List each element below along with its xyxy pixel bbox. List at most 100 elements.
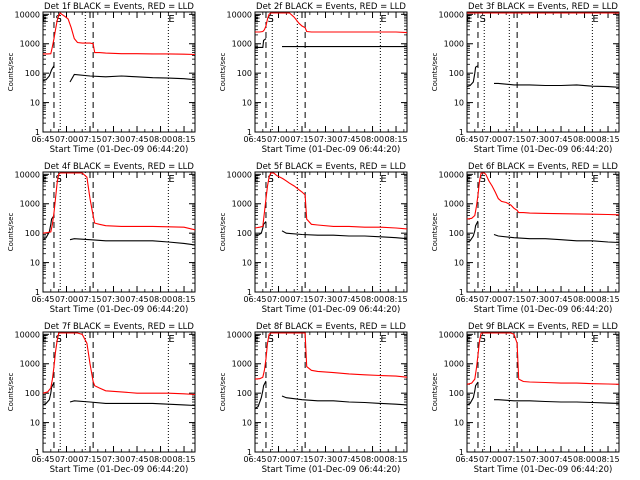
marker-letter-e: E <box>42 14 48 25</box>
y-axis-label: Counts/sec <box>219 213 227 252</box>
marker-letter-e: E <box>168 174 174 185</box>
x-tick-label: 07:30 <box>314 295 337 304</box>
x-axis-label: Start Time (01-Dec-09 06:44:20) <box>50 145 189 155</box>
x-tick-label: 08:00 <box>149 135 172 144</box>
y-tick-label: 10000 <box>227 10 252 19</box>
x-axis-label: Start Time (01-Dec-09 06:44:20) <box>262 305 401 315</box>
marker-letter-e: E <box>254 174 260 185</box>
y-tick-label: 10 <box>242 419 252 428</box>
panel-2: Det 2f BLACK = Events, RED = LLD 1 10 100 10… <box>219 2 408 155</box>
marker-letter-e: E <box>380 174 386 185</box>
x-axis-label: Start Time (01-Dec-09 06:44:20) <box>262 465 401 475</box>
x-tick-label: 06:45 <box>455 295 478 304</box>
y-tick-label: 1000 <box>232 200 252 209</box>
x-tick-label: 07:00 <box>479 295 502 304</box>
x-tick-label: 07:30 <box>526 135 549 144</box>
panel-title: Det 8f BLACK = Events, RED = LLD <box>256 322 406 332</box>
y-tick-label: 10000 <box>15 330 40 339</box>
panel-8: Det 8f BLACK = Events, RED = LLD 1 10 100 10… <box>219 322 408 475</box>
x-tick-label: 07:00 <box>479 135 502 144</box>
x-tick-label: 08:00 <box>573 295 596 304</box>
y-tick-label: 100 <box>449 389 464 398</box>
y-tick-label: 1000 <box>444 360 464 369</box>
x-tick-label: 07:00 <box>55 135 78 144</box>
x-tick-label: 08:15 <box>172 295 195 304</box>
marker-letter-e: E <box>592 174 598 185</box>
x-tick-label: 08:00 <box>573 455 596 464</box>
marker-letter-e: E <box>466 334 472 345</box>
marker-letter-s: S <box>55 174 61 185</box>
x-tick-label: 07:15 <box>290 295 313 304</box>
y-tick-label: 10000 <box>439 10 464 19</box>
y-axis-label: Counts/sec <box>7 373 15 412</box>
y-tick-label: 10 <box>30 259 40 268</box>
x-tick-label: 07:45 <box>125 455 148 464</box>
y-tick-label: 1000 <box>20 360 40 369</box>
panel-title: Det 6f BLACK = Events, RED = LLD <box>468 162 618 172</box>
y-tick-label: 100 <box>449 69 464 78</box>
x-tick-label: 07:00 <box>55 455 78 464</box>
x-tick-label: 07:30 <box>102 135 125 144</box>
panel-7: Det 7f BLACK = Events, RED = LLD 1 10 100 10… <box>7 322 196 475</box>
y-tick-label: 10 <box>242 99 252 108</box>
y-tick-label: 10 <box>242 259 252 268</box>
x-tick-label: 07:15 <box>502 135 525 144</box>
x-tick-label: 08:00 <box>361 455 384 464</box>
marker-letter-e: E <box>254 334 260 345</box>
y-axis-label: Counts/sec <box>431 53 439 92</box>
plot-frame <box>466 331 620 453</box>
series-lld <box>255 12 408 34</box>
x-tick-label: 08:00 <box>573 135 596 144</box>
marker-letter-e: E <box>380 334 386 345</box>
series-lld <box>254 172 408 230</box>
y-tick-label: 1 <box>247 288 252 297</box>
x-axis-label: Start Time (01-Dec-09 06:44:20) <box>50 305 189 315</box>
series-events <box>254 380 408 409</box>
marker-letter-s: S <box>479 334 485 345</box>
y-tick-label: 10000 <box>227 170 252 179</box>
plot-frame <box>466 171 620 293</box>
x-tick-label: 08:15 <box>172 455 195 464</box>
series-lld <box>466 172 620 220</box>
y-tick-label: 1000 <box>232 360 252 369</box>
y-tick-label: 10000 <box>439 170 464 179</box>
x-tick-label: 07:45 <box>337 455 360 464</box>
series-lld <box>254 332 408 380</box>
x-tick-label: 07:45 <box>337 135 360 144</box>
panel-title: Det 2f BLACK = Events, RED = LLD <box>256 2 406 12</box>
panel-9: Det 9f BLACK = Events, RED = LLD 1 10 100 10… <box>431 322 620 475</box>
marker-letter-e: E <box>592 14 598 25</box>
y-tick-label: 1000 <box>20 40 40 49</box>
x-tick-label: 08:15 <box>384 135 407 144</box>
panel-title: Det 3f BLACK = Events, RED = LLD <box>468 2 618 12</box>
plot-frame <box>254 171 408 293</box>
y-tick-label: 10 <box>454 99 464 108</box>
panel-title: Det 4f BLACK = Events, RED = LLD <box>44 162 194 172</box>
x-tick-label: 06:45 <box>243 455 266 464</box>
x-tick-label: 07:15 <box>290 135 313 144</box>
series-events <box>466 381 620 406</box>
plot-frame <box>42 331 196 453</box>
x-tick-label: 06:45 <box>243 295 266 304</box>
y-tick-label: 1000 <box>444 40 464 49</box>
panel-title: Det 1f BLACK = Events, RED = LLD <box>44 2 194 12</box>
x-tick-label: 07:15 <box>502 455 525 464</box>
series-lld <box>43 12 196 56</box>
x-tick-label: 07:15 <box>78 135 101 144</box>
marker-letter-e: E <box>42 334 48 345</box>
y-tick-label: 100 <box>237 389 252 398</box>
series-events <box>42 65 196 83</box>
y-tick-label: 100 <box>25 389 40 398</box>
x-tick-label: 07:00 <box>267 135 290 144</box>
series-events <box>255 38 407 48</box>
plot-frame <box>254 331 408 453</box>
x-tick-label: 07:45 <box>549 295 572 304</box>
x-tick-label: 08:00 <box>149 455 172 464</box>
plot-frame <box>254 11 408 133</box>
y-axis-label: Counts/sec <box>431 213 439 252</box>
y-tick-label: 1 <box>247 448 252 457</box>
x-tick-label: 08:00 <box>361 135 384 144</box>
y-tick-label: 1 <box>459 288 464 297</box>
x-tick-label: 07:15 <box>78 455 101 464</box>
series-events <box>42 382 196 407</box>
